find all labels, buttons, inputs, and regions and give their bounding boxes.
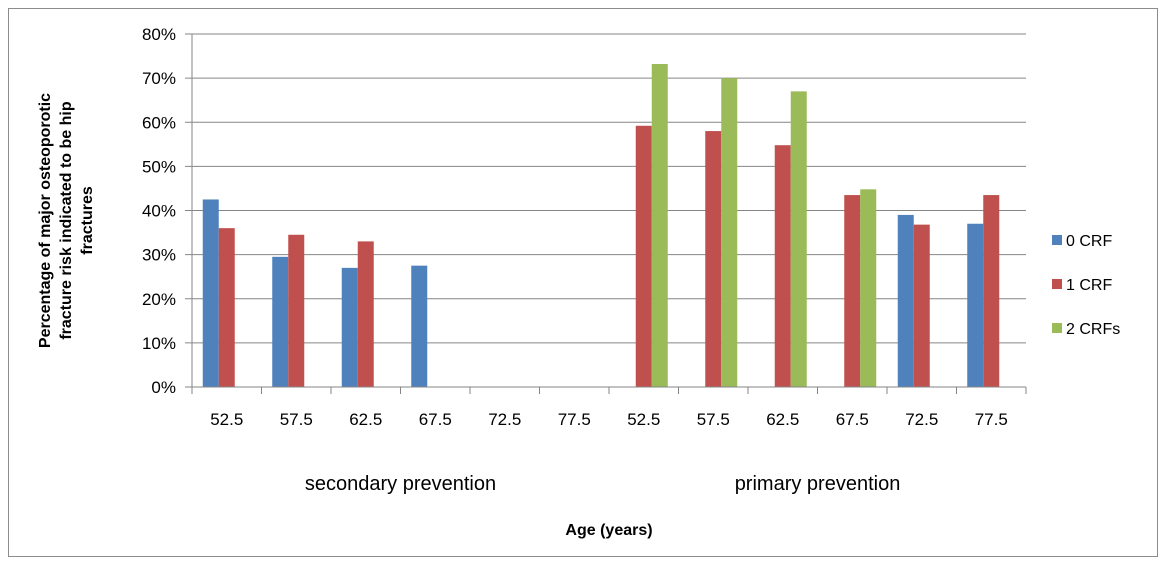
group-label: secondary prevention [305,473,496,495]
chart-frame [8,8,1158,557]
legend-swatch [1052,323,1062,333]
group-label: primary prevention [735,473,901,495]
axes [185,33,1027,394]
bars [202,64,1000,388]
bar-0-crf [202,199,219,387]
bar-2-crfs [651,64,668,387]
bar-0-crf [341,267,358,387]
bar-1-crf [844,195,861,387]
y-axis-title-line: fractures [79,186,96,255]
legend-label: 2 CRFs [1066,321,1120,338]
legend-swatch [1052,235,1062,245]
bar-1-crf [774,145,791,387]
bar-1-crf [288,234,305,387]
bar-0-crf [897,214,914,387]
x-tick-label: 52.5 [627,410,660,429]
x-tick-label: 62.5 [766,410,799,429]
y-tick-label: 70% [142,69,176,88]
x-tick-label: 52.5 [210,410,243,429]
group-labels: secondary prevention primary prevention [305,473,900,495]
y-tick-label: 60% [142,113,176,132]
y-tick-label: 20% [142,290,176,309]
bar-1-crf [357,241,374,387]
x-tick-label: 72.5 [905,410,938,429]
x-axis-title: Age (years) [565,522,652,539]
bar-2-crfs [860,189,877,387]
y-tick-label: 50% [142,157,176,176]
bar-1-crf [635,125,652,387]
x-tick-label: 62.5 [349,410,382,429]
y-axis-title-line: Percentage of major osteoporotic [37,93,54,348]
y-tick-labels: 0% 10% 20% 30% 40% 50% 60% 70% 80% [142,25,176,397]
bar-1-crf [218,228,235,387]
legend-label: 1 CRF [1066,277,1112,294]
x-tick-label: 77.5 [558,410,591,429]
bar-0-crf [967,223,984,387]
bar-0-crf [272,256,289,387]
legend-label: 0 CRF [1066,233,1112,250]
bar-1-crf [705,131,722,387]
bar-1-crf [913,224,930,387]
x-tick-label: 67.5 [419,410,452,429]
x-tick-labels: 52.5 57.5 62.5 67.5 72.5 77.5 52.5 57.5 62.5 67.5… [210,410,1008,429]
y-tick-label: 80% [142,25,176,44]
legend-swatch [1052,279,1062,289]
x-tick-label: 72.5 [488,410,521,429]
y-tick-label: 30% [142,246,176,265]
y-tick-label: 0% [151,378,176,397]
y-tick-label: 40% [142,202,176,221]
x-tick-label: 67.5 [836,410,869,429]
x-tick-label: 77.5 [975,410,1008,429]
bar-2-crfs [721,78,738,387]
y-axis-title-line: fracture risk indicated to be hip [58,101,75,340]
x-tick-label: 57.5 [697,410,730,429]
x-tick-label: 57.5 [280,410,313,429]
bar-2-crfs [790,91,807,388]
bar-1-crf [983,195,1000,387]
bar-0-crf [411,265,428,387]
y-tick-label: 10% [142,334,176,353]
legend: 0 CRF 1 CRF 2 CRFs [1052,233,1120,338]
